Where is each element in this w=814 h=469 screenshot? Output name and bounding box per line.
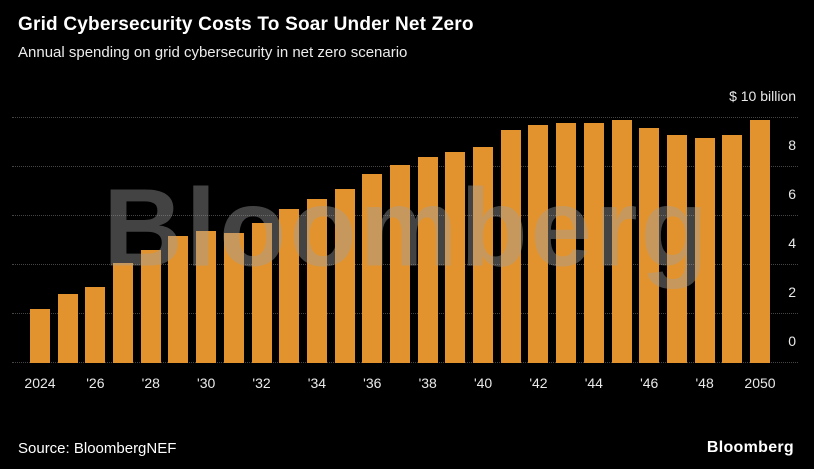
y-axis-label: 8 — [788, 137, 796, 153]
source-note: Source: BloombergNEF — [18, 440, 177, 457]
x-axis-label: '44 — [584, 375, 603, 391]
bar-2039 — [445, 152, 466, 363]
bar-2035 — [334, 189, 355, 363]
bar-2045 — [611, 120, 632, 363]
bar-2043 — [556, 122, 577, 363]
x-axis-label: '46 — [640, 375, 659, 391]
bar-2031 — [223, 233, 244, 363]
bar-2025 — [57, 294, 78, 363]
bar-2042 — [528, 125, 549, 363]
bar-2029 — [168, 235, 189, 363]
chart-subtitle: Annual spending on grid cybersecurity in… — [18, 44, 408, 61]
bar-2024 — [30, 309, 50, 363]
y-axis-label: 2 — [788, 284, 796, 300]
bar-2033 — [279, 208, 300, 363]
x-axis-label: '26 — [86, 375, 105, 391]
bar-2027 — [113, 262, 134, 363]
y-axis-label: 6 — [788, 186, 796, 202]
x-axis-label: '42 — [529, 375, 548, 391]
bar-2032 — [251, 223, 272, 363]
gridline — [12, 117, 798, 118]
x-axis-label: '28 — [141, 375, 160, 391]
y-axis-label: 0 — [788, 333, 796, 349]
bloomberg-logo: Bloomberg — [706, 439, 794, 456]
x-axis-label: '38 — [418, 375, 437, 391]
x-axis-label: '48 — [695, 375, 714, 391]
bar-2041 — [500, 130, 521, 363]
x-axis-label: 2050 — [744, 375, 776, 391]
y-axis-label: 4 — [788, 235, 796, 251]
bar-2036 — [362, 174, 383, 363]
chart-title: Grid Cybersecurity Costs To Soar Under N… — [18, 14, 474, 35]
bar-2048 — [694, 137, 715, 363]
bar-2034 — [306, 198, 327, 363]
x-axis-label: '32 — [252, 375, 271, 391]
bar-2038 — [417, 157, 438, 363]
plot-area: $ 10 billion 8 6 4 2 0 2024 '26 '28 '30 '32 '34 '36 '… — [12, 88, 798, 391]
bar-2028 — [140, 250, 161, 363]
bar-2050 — [750, 120, 770, 363]
bar-2030 — [196, 230, 217, 363]
bar-2037 — [390, 164, 410, 363]
x-axis-label: '36 — [363, 375, 382, 391]
bar-2044 — [583, 122, 604, 363]
bar-2049 — [722, 135, 743, 363]
bar-2046 — [639, 127, 660, 363]
x-axis-label: 2024 — [24, 375, 56, 391]
y-axis-label: $ 10 billion — [729, 88, 796, 104]
x-axis-label: '34 — [307, 375, 327, 391]
bar-2026 — [85, 287, 106, 363]
bar-2040 — [473, 147, 494, 363]
bar-2047 — [666, 135, 687, 363]
x-axis-label: '30 — [197, 375, 216, 391]
x-axis-label: '40 — [473, 375, 493, 391]
